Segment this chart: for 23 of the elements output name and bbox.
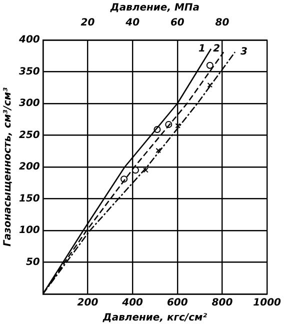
x2-tick-label: 80 — [215, 18, 230, 29]
x-tick-label: 1000 — [253, 298, 282, 309]
x-tick-label: 400 — [121, 298, 144, 309]
y-tick-label: 200 — [19, 162, 40, 173]
x-tick-label: 200 — [77, 298, 98, 309]
x2-tick-label: 20 — [80, 18, 95, 29]
series-label: 2 — [213, 44, 220, 55]
x-axis-title: Давление, кгс/см² — [102, 312, 208, 324]
x-tick-label: 600 — [166, 298, 188, 309]
x2-tick-label: 40 — [124, 18, 140, 29]
y-tick-label: 150 — [19, 193, 40, 204]
series-label: 3 — [240, 46, 248, 58]
y-axis-title: Газонасыщенность, см³/см³ — [2, 86, 14, 246]
y-tick-label: 100 — [19, 225, 40, 236]
y-tick-label: 350 — [19, 66, 40, 78]
y-tick-label: 50 — [26, 256, 40, 268]
x2-axis-title: Давление, МПа — [109, 2, 200, 14]
y-tick-label: 300 — [19, 98, 40, 110]
y-tick-label: 400 — [18, 34, 40, 46]
y-tick-label: 250 — [19, 130, 40, 141]
series-label: 1 — [198, 43, 206, 54]
x-tick-label: 800 — [212, 298, 233, 309]
x2-tick-label: 60 — [170, 18, 184, 29]
